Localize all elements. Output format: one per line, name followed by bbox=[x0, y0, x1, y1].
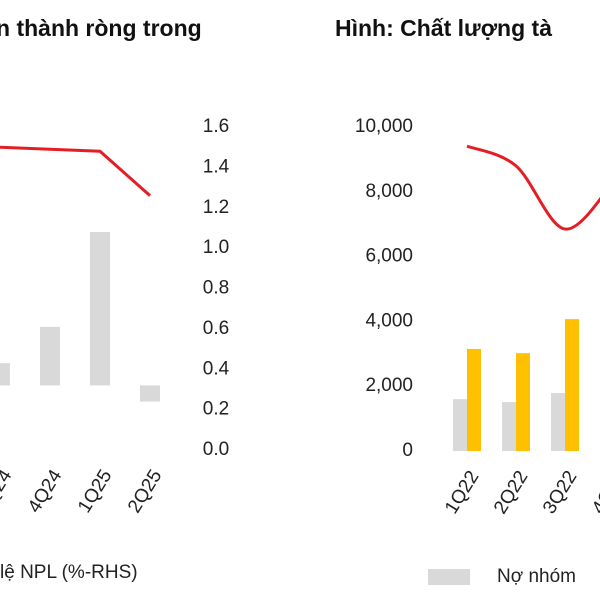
bar bbox=[0, 363, 10, 386]
legend-label: Nợ nhóm bbox=[497, 566, 576, 587]
y-tick-label: 10,000 bbox=[355, 116, 413, 137]
y2-tick-label: 0.8 bbox=[203, 278, 229, 299]
bar bbox=[516, 353, 530, 451]
x-tick-label: 4Q22 bbox=[588, 467, 600, 518]
bar bbox=[467, 348, 481, 451]
y-tick-label: 4,000 bbox=[365, 310, 413, 331]
x-tick-label: 1Q22 bbox=[441, 467, 483, 518]
chart-title: Hình: Chất lượng tà bbox=[335, 15, 552, 41]
legend-swatch bbox=[428, 569, 470, 585]
legend-label: lệ NPL (%-RHS) bbox=[0, 562, 138, 583]
bar bbox=[453, 399, 467, 451]
bar bbox=[140, 385, 160, 402]
x-tick-label: 2Q25 bbox=[124, 466, 166, 517]
y2-tick-label: 1.2 bbox=[203, 197, 229, 218]
chart-title: n thành ròng trong bbox=[0, 15, 202, 41]
y-tick-label: 2,000 bbox=[365, 375, 413, 396]
x-tick-label: 1Q25 bbox=[74, 466, 116, 517]
line bbox=[466, 144, 600, 231]
x-tick-label: 3Q24 bbox=[0, 466, 17, 517]
line bbox=[0, 145, 151, 197]
x-tick-label: 4Q24 bbox=[24, 466, 67, 517]
y-tick-label: 6,000 bbox=[365, 246, 413, 267]
y2-tick-label: 0.6 bbox=[203, 318, 229, 339]
y-tick-label: 8,000 bbox=[365, 181, 413, 202]
y2-tick-label: 0.2 bbox=[203, 399, 229, 420]
y2-tick-label: 1.6 bbox=[203, 116, 229, 137]
y-tick-label: 0 bbox=[402, 440, 413, 461]
y2-tick-label: 0.4 bbox=[203, 358, 230, 379]
bar bbox=[565, 319, 579, 451]
x-tick-label: 3Q22 bbox=[539, 467, 581, 518]
bar bbox=[40, 326, 60, 386]
bar bbox=[551, 393, 565, 451]
y2-tick-label: 0.0 bbox=[203, 439, 229, 460]
bar bbox=[90, 231, 110, 386]
bar bbox=[502, 402, 516, 451]
y2-tick-label: 1.0 bbox=[203, 237, 229, 258]
y2-tick-label: 1.4 bbox=[203, 156, 230, 177]
x-tick-label: 2Q22 bbox=[490, 467, 532, 518]
